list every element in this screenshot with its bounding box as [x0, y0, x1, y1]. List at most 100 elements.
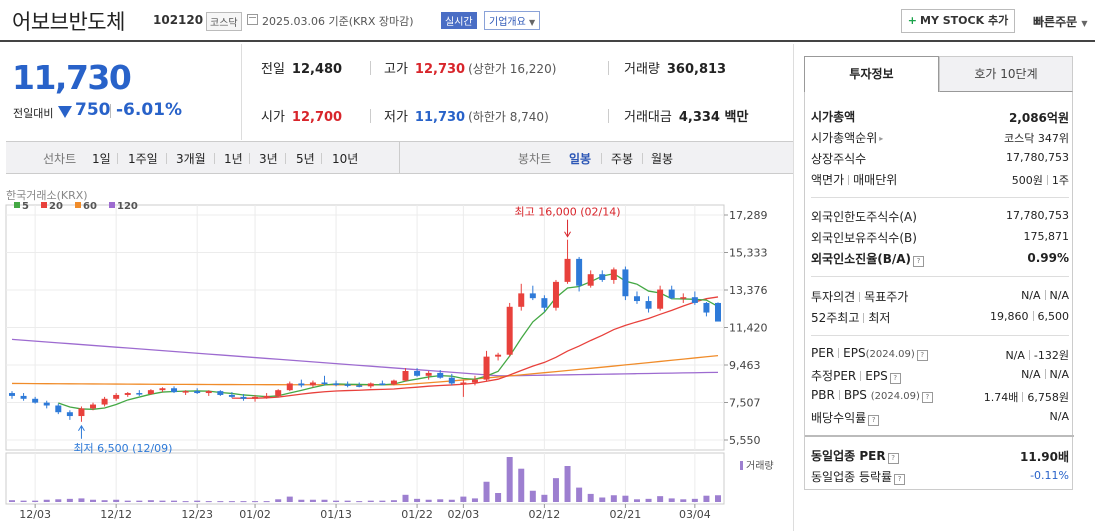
tab-1d[interactable]: 1일 — [92, 152, 111, 166]
volume-bar — [205, 501, 212, 503]
candle-body — [20, 395, 27, 399]
high-annotation-arrowhead — [564, 231, 571, 238]
volume-bar — [680, 499, 687, 502]
row-value: N/A — [1049, 289, 1069, 302]
candle-body — [321, 382, 328, 384]
company-overview-dropdown[interactable]: 기업개요 ▼ — [484, 11, 541, 30]
low-annotation: 최저 6,500 (12/09) — [73, 442, 172, 455]
volume-bar — [55, 499, 62, 502]
volume-bar — [101, 500, 108, 502]
stat-value: 12,480 — [291, 62, 343, 77]
y-tick-label: 9,463 — [729, 359, 761, 372]
volume-bar — [576, 487, 583, 502]
company-overview-label: 기업개요 — [489, 17, 526, 28]
row-value: 175,871 — [1023, 230, 1070, 243]
help-icon[interactable]: ? — [916, 350, 928, 361]
help-icon[interactable]: ? — [913, 256, 925, 267]
row-label: 투자의견 — [811, 290, 856, 304]
stat-value: 11,730 — [414, 110, 466, 125]
row-market-cap-rank[interactable]: 시가총액순위 ▸ 코스닥 347위 — [811, 127, 1069, 147]
volume-bar — [715, 495, 721, 502]
help-icon[interactable]: ? — [894, 474, 906, 485]
help-icon[interactable]: ? — [868, 415, 880, 426]
candle-body — [471, 379, 478, 383]
volume-bar — [136, 500, 143, 502]
row-label: PER — [811, 346, 835, 360]
row-value: 17,780,753 — [1006, 209, 1069, 222]
price-change: 750 — [75, 100, 111, 120]
ma5-line — [58, 272, 719, 410]
stat-trade-amount: 거래대금 4,334 백만 — [624, 106, 748, 125]
row-label: 외국인보유주식수(B) — [811, 231, 917, 245]
volume-bar — [78, 498, 85, 502]
stat-label: 시가 — [261, 110, 285, 125]
stat-limit: (상한가 16,220) — [468, 62, 557, 76]
quick-order-label: 빠른주문 — [1033, 15, 1078, 29]
volume-bar — [356, 501, 363, 503]
add-my-stock-button[interactable]: + MY STOCK 추가 — [901, 9, 1015, 33]
row-pbr-bps: PBR BPS (2024.09)? 1.74배 6,758원 — [811, 386, 1069, 406]
volume-bar — [668, 498, 675, 502]
volume-bar — [657, 496, 664, 502]
candle-body — [425, 372, 432, 376]
candle-body — [159, 388, 166, 391]
stat-low: 저가 11,730 (하한가 8,740) — [384, 106, 549, 125]
help-icon[interactable]: ? — [889, 373, 901, 384]
volume-bar — [171, 500, 178, 502]
row-label: 추정PER — [811, 369, 857, 383]
realtime-button[interactable]: 실시간 — [441, 12, 477, 29]
quick-order-dropdown[interactable]: 빠른주문 ▼ — [1033, 13, 1088, 30]
candle-body — [9, 393, 15, 396]
down-triangle-icon — [58, 106, 72, 118]
calendar-icon — [247, 14, 258, 25]
volume-bar — [194, 500, 201, 502]
candle-body — [518, 293, 525, 307]
volume-bar — [66, 498, 73, 502]
legend-swatch — [41, 202, 47, 208]
stock-code: 102120 — [153, 13, 204, 27]
help-icon[interactable]: ? — [887, 453, 899, 464]
legend-swatch — [75, 202, 81, 208]
tab-3y[interactable]: 3년 — [259, 152, 278, 166]
candle-body — [587, 274, 594, 286]
candle-body — [101, 398, 108, 405]
price-chart[interactable]: 17,289 15,333 13,376 11,420 9,463 7,507 5,550 1… — [0, 175, 793, 531]
tab-1w[interactable]: 1주일 — [128, 152, 158, 166]
x-tick-label: 01/13 — [320, 508, 352, 521]
help-icon[interactable]: ? — [921, 392, 933, 403]
volume-bar — [9, 500, 15, 502]
volume-bar — [32, 500, 39, 502]
volume-bar — [147, 500, 154, 502]
row-label: EPS — [865, 369, 888, 383]
volume-bar — [298, 499, 305, 502]
row-period: (2024.09) — [865, 349, 915, 360]
candle-body — [55, 405, 62, 413]
tab-investment-info[interactable]: 투자정보 — [804, 56, 939, 92]
tab-daily[interactable]: 일봉 — [569, 152, 592, 166]
candle-body — [182, 391, 189, 393]
volume-bar — [228, 501, 235, 503]
current-price: 11,730 — [12, 58, 132, 97]
low-annotation-arrowhead — [78, 424, 85, 432]
candle-body — [576, 258, 583, 286]
tab-weekly[interactable]: 주봉 — [611, 152, 634, 166]
stat-high: 고가 12,730 (상한가 16,220) — [384, 58, 556, 77]
tab-10y[interactable]: 10년 — [332, 152, 359, 166]
y-tick-label: 17,289 — [729, 209, 768, 222]
tab-monthly[interactable]: 월봉 — [651, 152, 674, 166]
row-label: 액면가 — [811, 173, 845, 187]
stat-prev-close: 전일 12,480 — [261, 58, 342, 77]
tab-3m[interactable]: 3개월 — [176, 152, 206, 166]
tab-5y[interactable]: 5년 — [296, 152, 315, 166]
tab-orderbook-10[interactable]: 호가 10단계 — [939, 56, 1073, 92]
stat-value: 12,700 — [291, 110, 343, 125]
tab-1y[interactable]: 1년 — [224, 152, 243, 166]
chart-period-tabs: 선차트 1일 1주일 3개월 1년 3년 5년 10년 봉차트 일봉 주봉 월봉 — [6, 141, 793, 174]
volume-bar — [495, 493, 502, 502]
divider — [1028, 350, 1030, 360]
candle-body — [495, 354, 502, 357]
stat-value: 12,730 — [414, 62, 466, 77]
row-value: N/A — [1021, 368, 1041, 381]
candle-chart-label: 봉차트 — [518, 152, 552, 166]
volume-bar — [587, 493, 594, 502]
